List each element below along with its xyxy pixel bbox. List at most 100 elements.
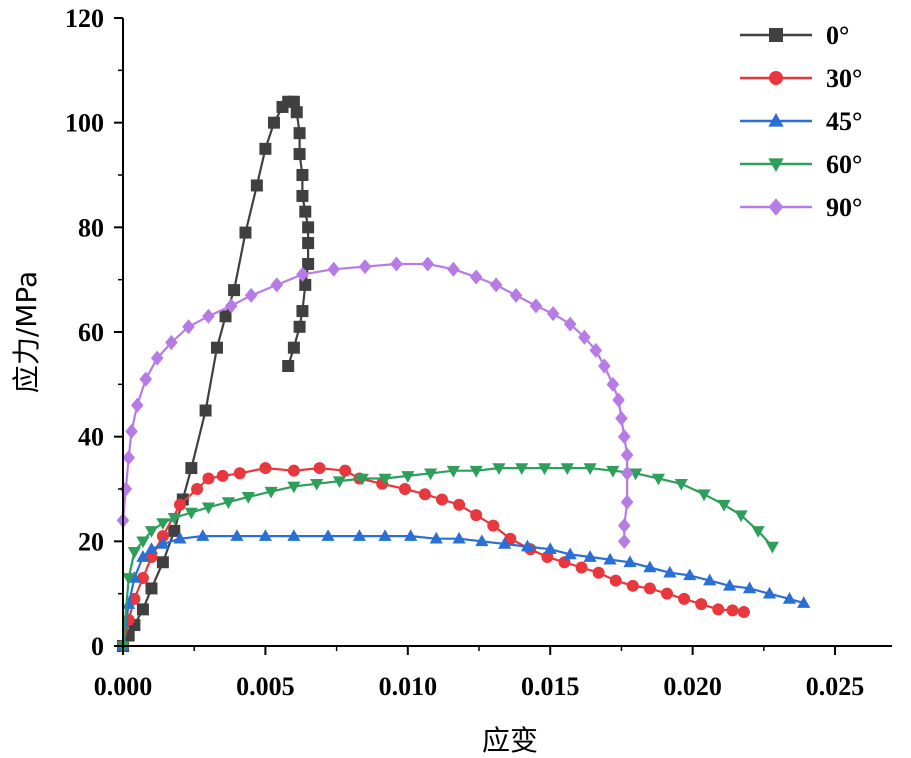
x-axis-title: 应变	[482, 724, 538, 757]
data-point	[629, 468, 643, 481]
data-point	[492, 463, 506, 475]
data-point	[258, 529, 273, 541]
data-point	[270, 277, 284, 293]
data-point	[615, 410, 628, 426]
data-point	[282, 360, 295, 373]
data-point	[617, 518, 631, 534]
data-point	[541, 551, 554, 564]
axes-layer	[122, 18, 892, 647]
data-point	[592, 566, 605, 579]
series-4	[116, 256, 634, 549]
x-tick-label: 0.000	[94, 672, 153, 701]
data-point	[390, 256, 403, 272]
data-point	[643, 560, 657, 573]
data-point	[575, 561, 588, 574]
data-point	[264, 486, 278, 499]
data-point	[230, 529, 244, 541]
data-point	[202, 472, 215, 485]
series-2	[116, 529, 811, 651]
data-point	[293, 320, 306, 333]
data-point	[241, 492, 255, 504]
data-point	[287, 341, 300, 354]
data-point	[751, 526, 765, 538]
data-point	[583, 550, 597, 562]
data-point	[487, 519, 500, 532]
data-point	[470, 509, 483, 522]
data-point	[202, 308, 215, 324]
series-1	[117, 462, 750, 652]
y-tick-label: 40	[78, 423, 104, 452]
data-point	[184, 507, 198, 520]
data-point	[267, 116, 280, 129]
data-point	[150, 350, 164, 366]
data-point	[762, 586, 777, 599]
data-point	[529, 298, 543, 314]
legend-entry: 0°	[740, 21, 849, 50]
data-point	[199, 404, 212, 417]
series-line-2	[121, 534, 805, 647]
x-tick-label: 0.010	[379, 672, 438, 701]
data-point	[290, 106, 303, 119]
series-line-4	[121, 262, 629, 542]
data-point	[606, 376, 620, 392]
data-point	[563, 316, 577, 332]
data-point	[429, 531, 443, 544]
data-point	[259, 462, 272, 475]
data-point	[250, 179, 263, 192]
data-point	[453, 498, 466, 511]
legend-marker	[768, 112, 784, 127]
data-point	[742, 581, 757, 594]
data-point	[310, 478, 324, 491]
legend-label: 0°	[826, 21, 849, 50]
x-tick-label: 0.015	[521, 672, 580, 701]
data-point	[617, 429, 631, 445]
data-point	[156, 537, 170, 549]
x-tick-label: 0.025	[806, 672, 865, 701]
data-point	[299, 278, 312, 291]
data-point	[293, 148, 306, 161]
data-point	[122, 450, 135, 466]
data-point	[603, 552, 617, 565]
legend-entry: 30°	[740, 64, 862, 93]
data-point	[452, 531, 466, 544]
data-point	[144, 542, 159, 554]
data-point	[299, 205, 312, 218]
data-point	[401, 471, 415, 483]
data-point	[726, 604, 739, 617]
data-point	[156, 530, 169, 543]
data-point	[352, 529, 366, 541]
data-point	[797, 596, 811, 608]
data-point	[509, 287, 523, 303]
data-point	[358, 259, 372, 275]
data-point	[537, 463, 552, 475]
data-point	[239, 226, 252, 239]
data-point	[598, 358, 611, 374]
data-point	[144, 526, 159, 538]
data-point	[302, 237, 315, 250]
data-point	[233, 467, 246, 480]
data-point	[244, 287, 258, 303]
x-ticks: 0.000 0.005 0.010 0.015 0.020 0.025	[94, 646, 865, 701]
data-point	[139, 371, 153, 387]
data-point	[678, 592, 691, 605]
legend-label: 30°	[826, 64, 862, 93]
data-point	[355, 473, 369, 486]
data-point	[122, 629, 135, 642]
y-axis-title: 应力/MPa	[10, 271, 43, 393]
data-point	[293, 127, 306, 140]
data-point	[378, 529, 392, 541]
data-point	[418, 488, 431, 501]
y-tick-label: 80	[78, 213, 104, 242]
legend-entry: 90°	[740, 193, 862, 222]
data-point	[136, 603, 149, 616]
data-point	[156, 518, 170, 530]
data-point	[520, 539, 535, 552]
data-point	[296, 169, 309, 181]
data-point	[683, 568, 697, 581]
data-point	[404, 529, 418, 541]
data-point	[165, 334, 178, 350]
data-point	[421, 256, 435, 272]
legend-label: 60°	[826, 150, 862, 179]
data-point	[287, 464, 300, 477]
